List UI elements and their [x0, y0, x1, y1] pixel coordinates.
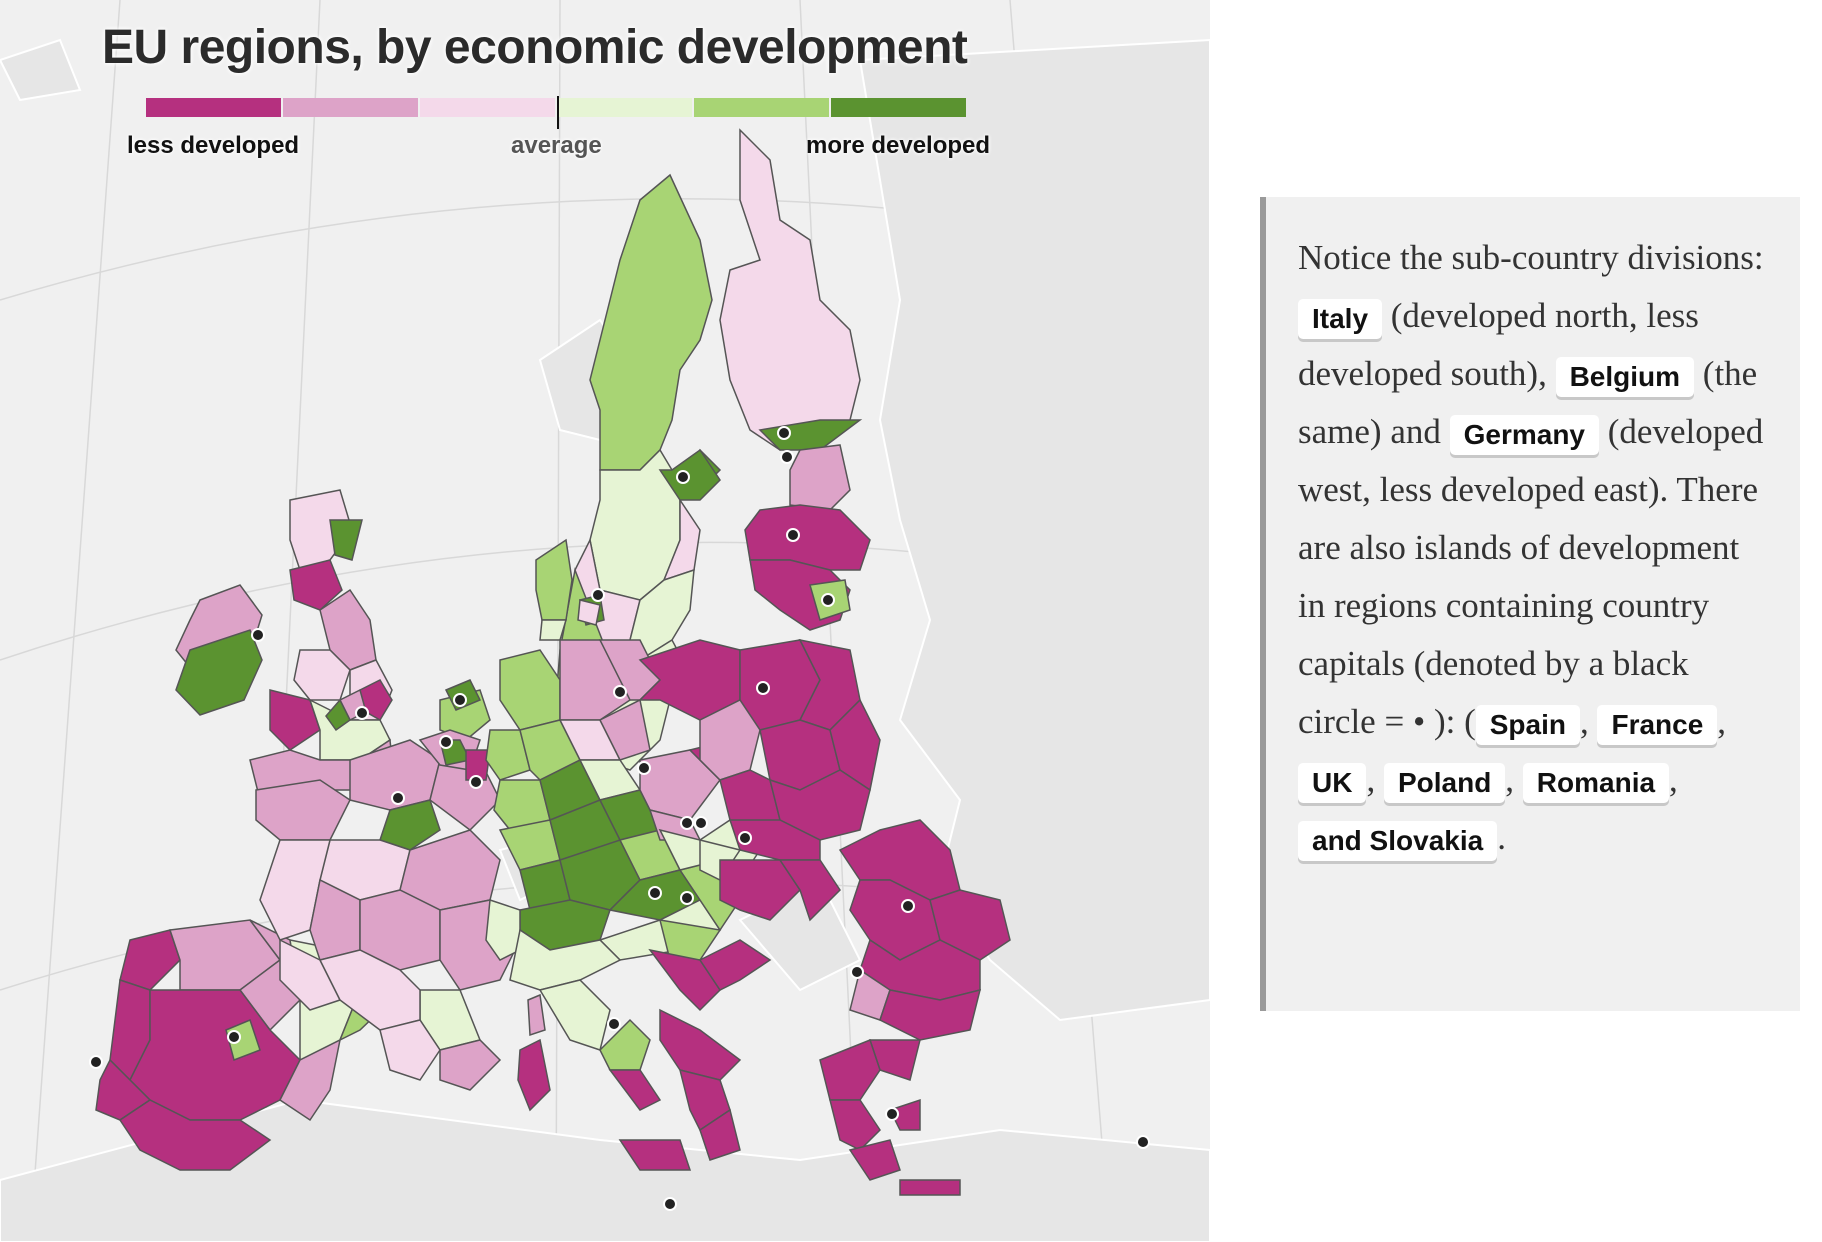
- legend-swatch-2: [283, 98, 418, 117]
- baltic-regions: [744, 444, 871, 631]
- eu-regions-map: [0, 0, 1210, 1242]
- legend-label-average: average: [511, 132, 602, 159]
- legend-swatch-5: [694, 98, 829, 117]
- eastern-regions: [638, 638, 1011, 1196]
- annotation-panel: Notice the sub-country divisions: Italy …: [1260, 197, 1800, 1011]
- note-text-2: (developed north, less developed south),: [1298, 296, 1699, 393]
- italy-button[interactable]: Italy: [1298, 298, 1383, 339]
- note-text-1: Notice the sub-country divisions:: [1298, 238, 1764, 277]
- legend-swatch-1: [146, 98, 281, 117]
- spain-button[interactable]: Spain: [1475, 704, 1580, 745]
- note-comma-4: ,: [1505, 760, 1523, 799]
- note-comma-3: ,: [1366, 760, 1384, 799]
- note-comma-2: ,: [1717, 702, 1727, 741]
- legend-average-tick: [557, 96, 559, 129]
- belgium-button[interactable]: Belgium: [1555, 356, 1695, 397]
- legend-color-scale: [146, 98, 968, 117]
- capital-markers: [89, 426, 1150, 1211]
- legend-label-less-developed: less developed: [127, 132, 300, 159]
- legend-swatch-3: [420, 98, 555, 117]
- map-title: EU regions, by economic development: [102, 21, 968, 74]
- germany-button[interactable]: Germany: [1449, 414, 1600, 455]
- uk-ireland-regions: [175, 489, 393, 801]
- note-comma-1: ,: [1579, 702, 1598, 741]
- italy-regions: [485, 898, 742, 1171]
- note-text-3: (the same) and: [1298, 354, 1758, 451]
- uk-button[interactable]: UK: [1298, 762, 1367, 803]
- poland-button[interactable]: Poland: [1383, 762, 1506, 803]
- legend-swatch-6: [831, 98, 966, 117]
- annotation-text: Notice the sub-country divisions: Italy …: [1298, 229, 1774, 867]
- note-comma-5: ,: [1669, 760, 1678, 799]
- romania-button[interactable]: Romania: [1522, 762, 1670, 803]
- legend-label-more-developed: more developed: [806, 132, 991, 159]
- legend-swatch-4: [557, 98, 692, 117]
- note-text-5: .: [1497, 818, 1506, 857]
- france-benelux-regions: [255, 679, 521, 1091]
- map-panel: EU regions, by economic development less…: [0, 0, 1210, 1242]
- germany-central-regions: [485, 639, 761, 961]
- france-button[interactable]: France: [1597, 704, 1718, 745]
- note-text-4: (developed west, less developed east). T…: [1298, 412, 1764, 741]
- slovakia-button[interactable]: and Slovakia: [1298, 820, 1498, 861]
